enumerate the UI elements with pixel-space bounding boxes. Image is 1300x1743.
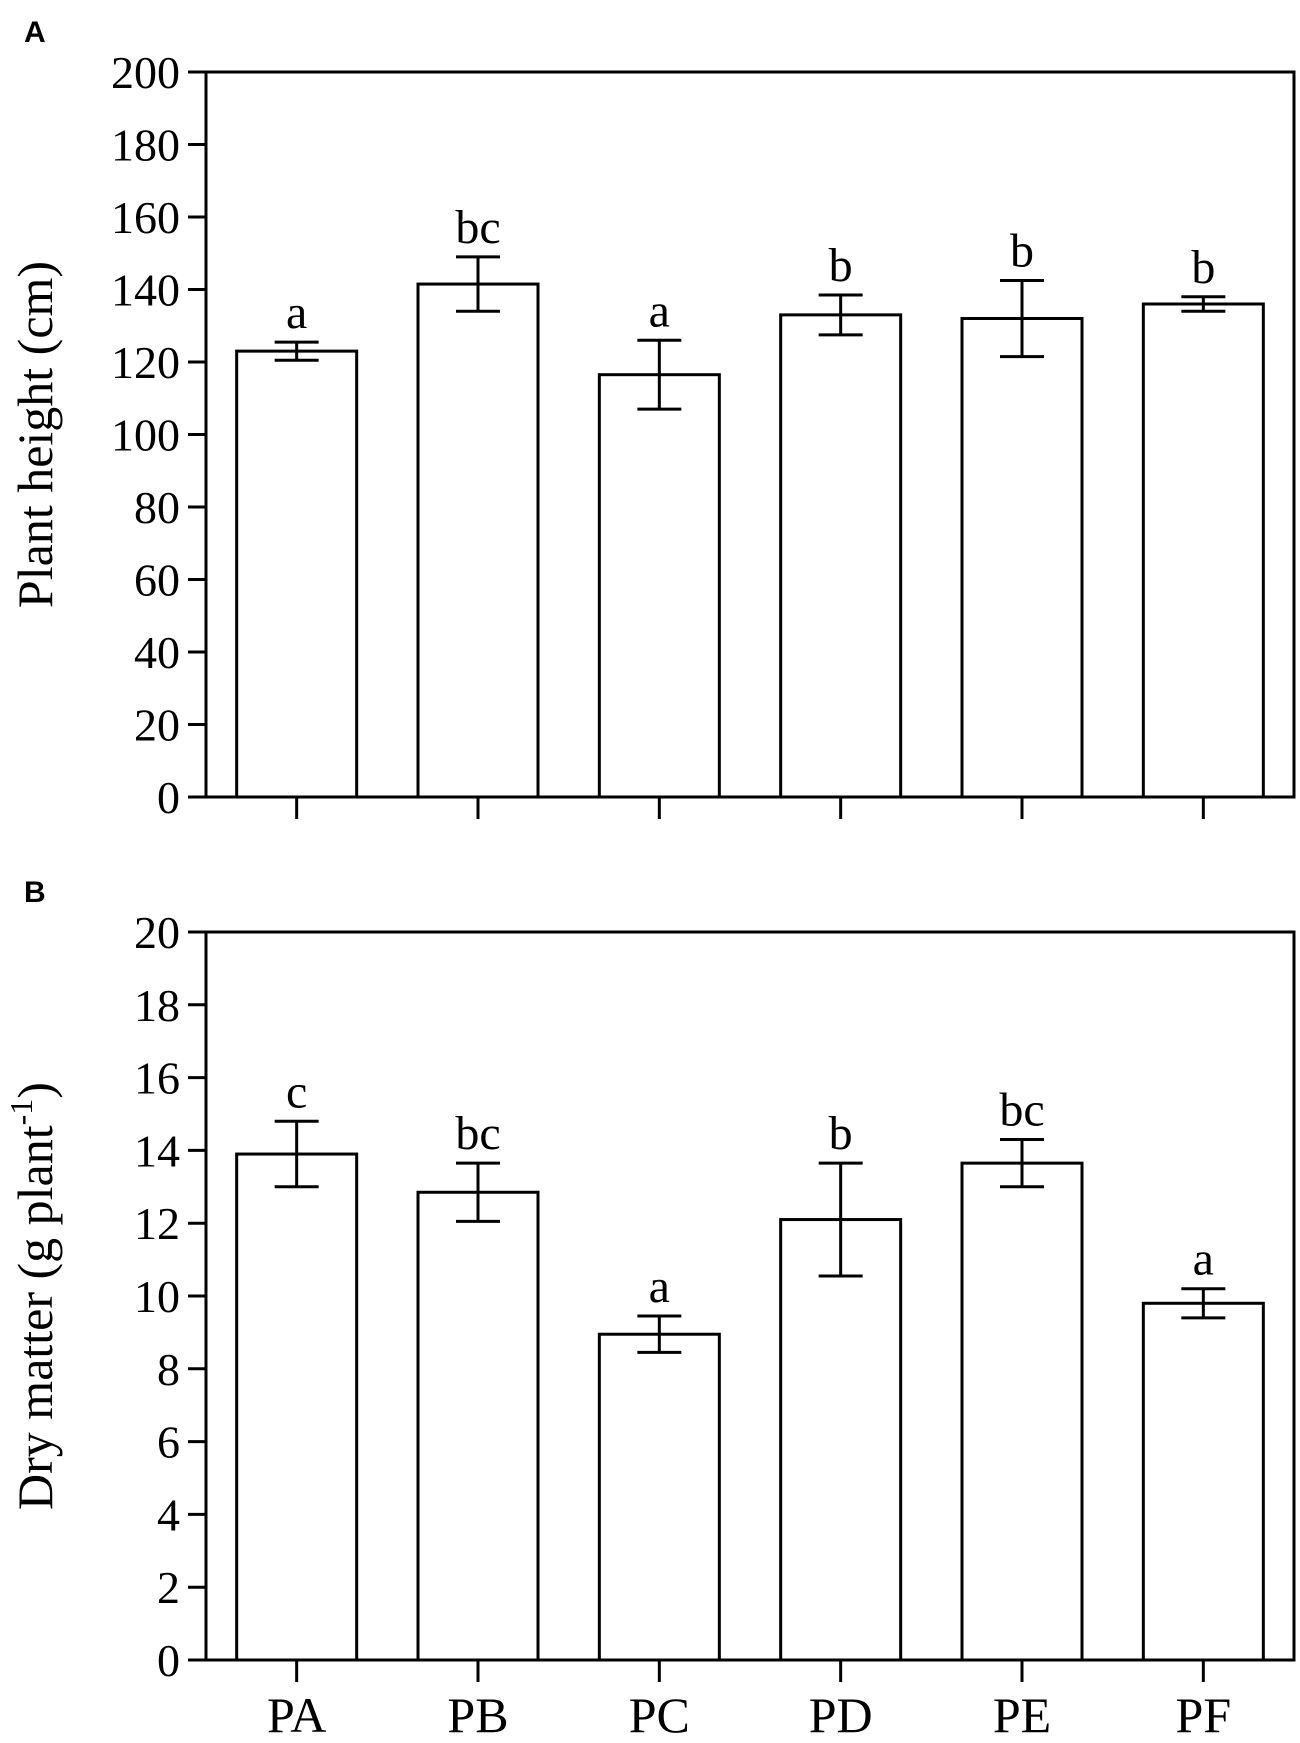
y-axis-title: Plant height (cm) — [7, 261, 63, 608]
x-tick-label-pf: PF — [1176, 1687, 1232, 1743]
y-axis-title-main: Dry matter (g plant — [7, 1125, 63, 1510]
y-tick-label: 18 — [134, 980, 180, 1031]
x-tick-label-pd: PD — [809, 1687, 873, 1743]
bar-pf — [1141, 302, 1265, 799]
y-tick-label: 140 — [111, 265, 180, 316]
plot-frame — [204, 930, 1296, 1662]
bar-pb — [416, 282, 540, 799]
y-tick-label: 20 — [134, 907, 180, 958]
significance-label-pa: c — [286, 1065, 307, 1118]
significance-label-pd: b — [829, 239, 853, 292]
y-tick-label: 160 — [111, 192, 180, 243]
y-tick-label: 80 — [134, 482, 180, 533]
significance-label-pe: b — [1010, 224, 1034, 277]
bar-pe — [960, 317, 1084, 799]
y-tick-label: 20 — [134, 700, 180, 751]
significance-label-pf: a — [1193, 1233, 1214, 1286]
significance-label-pb: bc — [455, 1107, 500, 1160]
significance-label-pe: bc — [999, 1083, 1044, 1136]
y-tick-label: 2 — [157, 1562, 180, 1613]
plot-frame — [204, 70, 1296, 799]
panel-letter: B — [24, 876, 46, 909]
y-tick-label: 14 — [134, 1125, 180, 1176]
y-tick-label: 40 — [134, 627, 180, 678]
y-tick-label: 16 — [134, 1053, 180, 1104]
significance-label-pd: b — [829, 1107, 853, 1160]
chart-panel-a: A 0 20 40 60 80 100 120 140 160 180 200 Plant height… — [7, 16, 1296, 823]
y-tick-label: 10 — [134, 1271, 180, 1322]
bar-pa — [235, 349, 359, 799]
bar-pd — [779, 1218, 903, 1662]
significance-label-pc: a — [649, 284, 670, 337]
bar-pc — [597, 373, 721, 799]
bar-pb — [416, 1190, 540, 1662]
y-tick-label: 200 — [111, 47, 180, 98]
y-tick-label: 4 — [157, 1489, 180, 1540]
x-tick-label-pc: PC — [629, 1687, 690, 1743]
chart-panel-b: B 0 2 4 6 8 10 12 14 16 18 20 Dry matter (g plant-1)… — [3, 876, 1296, 1743]
x-tick-label-pe: PE — [993, 1687, 1051, 1743]
significance-label-pa: a — [286, 286, 307, 339]
y-tick-label: 60 — [134, 555, 180, 606]
y-tick-label: 8 — [157, 1344, 180, 1395]
y-tick-label: 100 — [111, 410, 180, 461]
y-axis-title-end: ) — [7, 1082, 63, 1099]
y-axis-title: Dry matter (g plant-1) — [3, 1082, 63, 1510]
y-tick-label: 120 — [111, 337, 180, 388]
y-tick-label: 180 — [111, 120, 180, 171]
y-axis-title-main: Plant height (cm) — [7, 261, 63, 608]
significance-label-pb: bc — [455, 201, 500, 254]
significance-label-pf: b — [1191, 241, 1215, 294]
y-tick-label: 6 — [157, 1417, 180, 1468]
bar-pe — [960, 1161, 1084, 1662]
bar-pd — [779, 313, 903, 799]
bar-pa — [235, 1152, 359, 1662]
panel-letter: A — [24, 16, 46, 49]
x-tick-label-pa: PA — [267, 1687, 326, 1743]
bar-pc — [597, 1332, 721, 1662]
y-axis-title-superscript: -1 — [3, 1099, 39, 1126]
bar-pf — [1141, 1301, 1265, 1662]
x-tick-label-pb: PB — [447, 1687, 508, 1743]
y-tick-label: 0 — [157, 1635, 180, 1686]
y-tick-label: 12 — [134, 1198, 180, 1249]
y-tick-label: 0 — [157, 772, 180, 823]
significance-label-pc: a — [649, 1260, 670, 1313]
